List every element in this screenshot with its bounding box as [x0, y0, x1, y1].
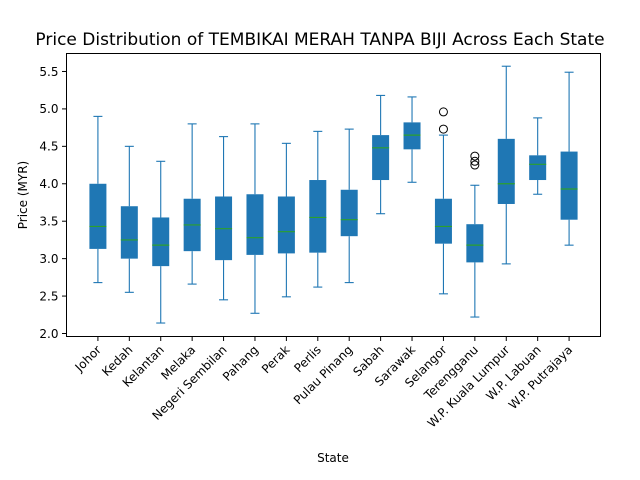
- y-tick-label-0: 2.0: [39, 327, 58, 341]
- x-tick-label-pahang: Pahang: [220, 343, 261, 384]
- box-pulau-pinang: [340, 189, 358, 237]
- box-w-p-kuala-lumpur: [497, 138, 515, 204]
- box-sabah: [372, 135, 390, 181]
- box-johor: [89, 183, 107, 249]
- box-w-p-putrajaya: [560, 151, 578, 220]
- y-tick-label-7: 5.5: [39, 65, 58, 79]
- plot-frame: [66, 53, 601, 337]
- box-kedah: [120, 206, 138, 259]
- y-tick-label-1: 2.5: [39, 289, 58, 303]
- y-tick-label-4: 4.0: [39, 177, 58, 191]
- y-tick-label-5: 4.5: [39, 140, 58, 154]
- box-w-p-labuan: [529, 155, 547, 181]
- flier-selangor-1: [438, 107, 448, 117]
- plot-area: 2.02.53.03.54.04.55.05.5JohorKedahKelant…: [39, 65, 578, 430]
- y-axis-label: Price (MYR): [16, 161, 30, 229]
- box-sarawak: [403, 122, 421, 150]
- flier-selangor-0: [438, 124, 448, 134]
- y-tick-label-3: 3.5: [39, 215, 58, 229]
- flier-terengganu-0: [470, 160, 480, 170]
- chart-title: Price Distribution of TEMBIKAI MERAH TAN…: [35, 30, 604, 50]
- box-pahang: [246, 194, 264, 255]
- y-tick-label-6: 5.0: [39, 102, 58, 116]
- x-axis-label: State: [317, 451, 349, 465]
- x-tick-label-perak: Perak: [259, 343, 293, 377]
- flier-terengganu-1: [470, 156, 480, 166]
- box-kelantan: [152, 217, 170, 267]
- box-terengganu: [466, 224, 484, 263]
- flier-terengganu-2: [470, 151, 480, 161]
- y-tick-label-2: 3.0: [39, 252, 58, 266]
- box-selangor: [434, 198, 452, 244]
- box-perlis: [309, 180, 327, 253]
- box-perak: [277, 196, 295, 254]
